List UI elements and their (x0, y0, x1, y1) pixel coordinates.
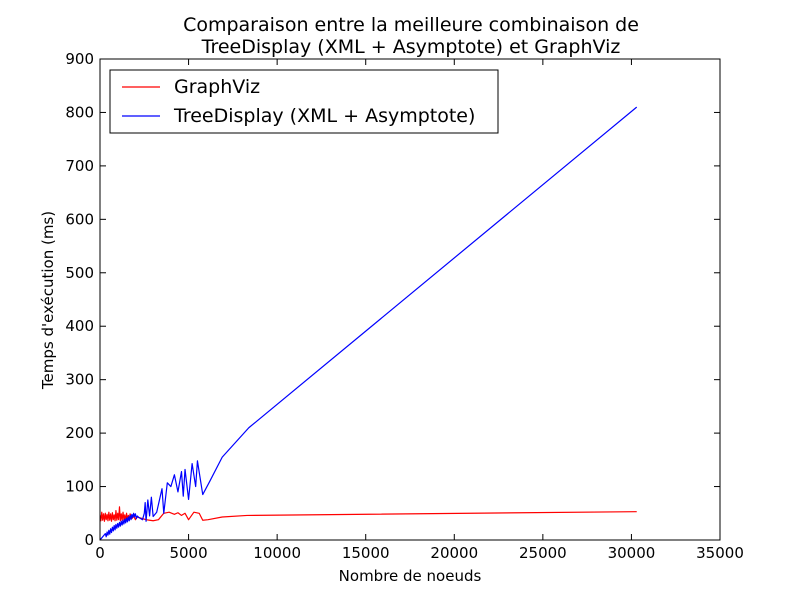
plot-frame (99, 58, 721, 541)
y-tick-label: 0 (84, 531, 94, 549)
x-axis-label: Nombre de noeuds (339, 567, 482, 585)
legend-box (109, 69, 499, 134)
x-tick-label: 25000 (519, 544, 567, 562)
series-layer (100, 106, 638, 540)
legend-label-graphviz: GraphViz (174, 76, 260, 98)
x-tick-label: 0 (95, 544, 105, 562)
x-tick-label: 10000 (253, 544, 301, 562)
y-tick-label: 400 (65, 317, 94, 335)
x-tick-label: 35000 (696, 544, 744, 562)
y-tick-label: 900 (65, 50, 94, 68)
y-tick-label: 100 (65, 478, 94, 496)
x-tick-label: 15000 (342, 544, 390, 562)
plot-area: 0 5000 10000 15000 20000 25000 30000 35000 0 100 2… (65, 50, 744, 562)
x-tick-label: 20000 (430, 544, 478, 562)
chart-title-line-1: Comparaison entre la meilleure combinais… (183, 14, 639, 36)
legend-label-treedisplay: TreeDisplay (XML + Asymptote) (173, 105, 475, 127)
axis-ticks: 0 5000 10000 15000 20000 25000 30000 35000 0 100 2… (65, 50, 744, 562)
y-axis-label: Temps d'exécution (ms) (39, 211, 57, 390)
y-tick-label: 300 (65, 371, 94, 389)
x-tick-label: 30000 (608, 544, 656, 562)
legend: GraphViz TreeDisplay (XML + Asymptote) (109, 69, 499, 134)
series-line-treedisplay-xml-asymptote (100, 106, 638, 540)
y-tick-label: 500 (65, 264, 94, 282)
x-tick-label: 5000 (169, 544, 207, 562)
y-tick-label: 600 (65, 210, 94, 228)
plot-background (100, 59, 720, 540)
y-tick-label: 800 (65, 103, 94, 121)
y-tick-label: 700 (65, 157, 94, 175)
chart-title-line-2: TreeDisplay (XML + Asymptote) et GraphVi… (201, 36, 621, 58)
y-tick-label: 200 (65, 424, 94, 442)
